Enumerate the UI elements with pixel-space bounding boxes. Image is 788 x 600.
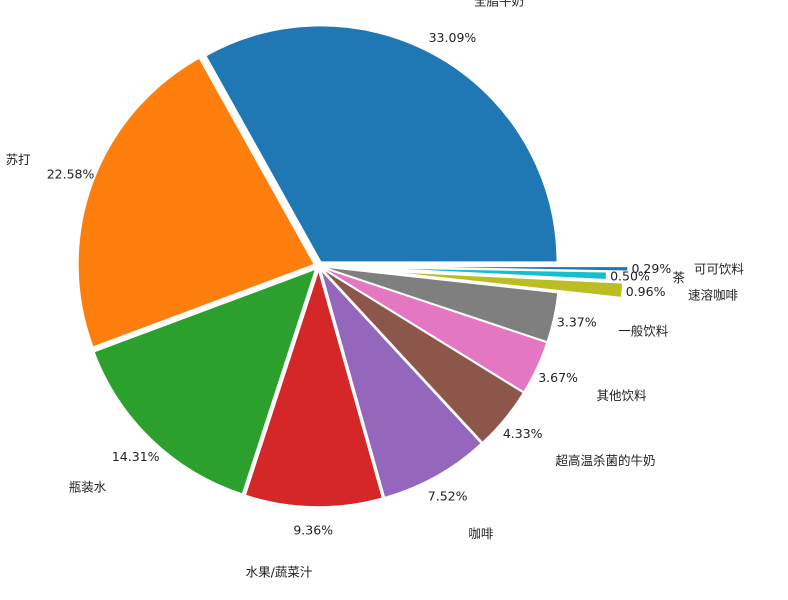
pct-label: 4.33% [503, 426, 543, 441]
slice-label: 可可饮料 [694, 261, 745, 276]
pie-slice [320, 269, 482, 498]
pie-slice [323, 266, 559, 343]
pie-slice [370, 267, 607, 280]
pct-label: 9.36% [293, 522, 333, 537]
pct-label: 14.31% [112, 449, 160, 464]
pct-label: 33.09% [429, 30, 477, 45]
pct-label: 0.96% [626, 284, 666, 299]
pct-label: 3.67% [538, 370, 578, 385]
slice-label: 全脂牛奶 [474, 0, 524, 8]
slice-label: 茶 [672, 270, 685, 285]
pct-label: 22.58% [47, 167, 95, 182]
pie-slice [93, 268, 317, 495]
pct-label: 7.52% [428, 489, 468, 504]
pct-label: 0.50% [610, 269, 650, 284]
slice-label: 瓶装水 [69, 479, 107, 494]
pie-slice [77, 57, 315, 348]
slice-label: 苏打 [6, 152, 31, 167]
pie-slice [244, 268, 383, 508]
pct-label: 0.29% [631, 261, 671, 276]
slice-label: 水果/蔬菜汁 [246, 565, 313, 580]
pie-slice [386, 270, 624, 298]
slice-label: 其他饮料 [597, 388, 648, 403]
pct-label: 3.37% [557, 315, 597, 330]
pie-slice [322, 267, 548, 393]
pie-slice [205, 25, 558, 263]
pie-slice [391, 266, 629, 272]
pie-slice [321, 268, 524, 443]
slice-label: 超高温杀菌的牛奶 [556, 453, 656, 468]
slice-label: 一般饮料 [618, 324, 669, 339]
slice-label: 咖啡 [468, 526, 494, 541]
slice-label: 速溶咖啡 [688, 288, 739, 303]
